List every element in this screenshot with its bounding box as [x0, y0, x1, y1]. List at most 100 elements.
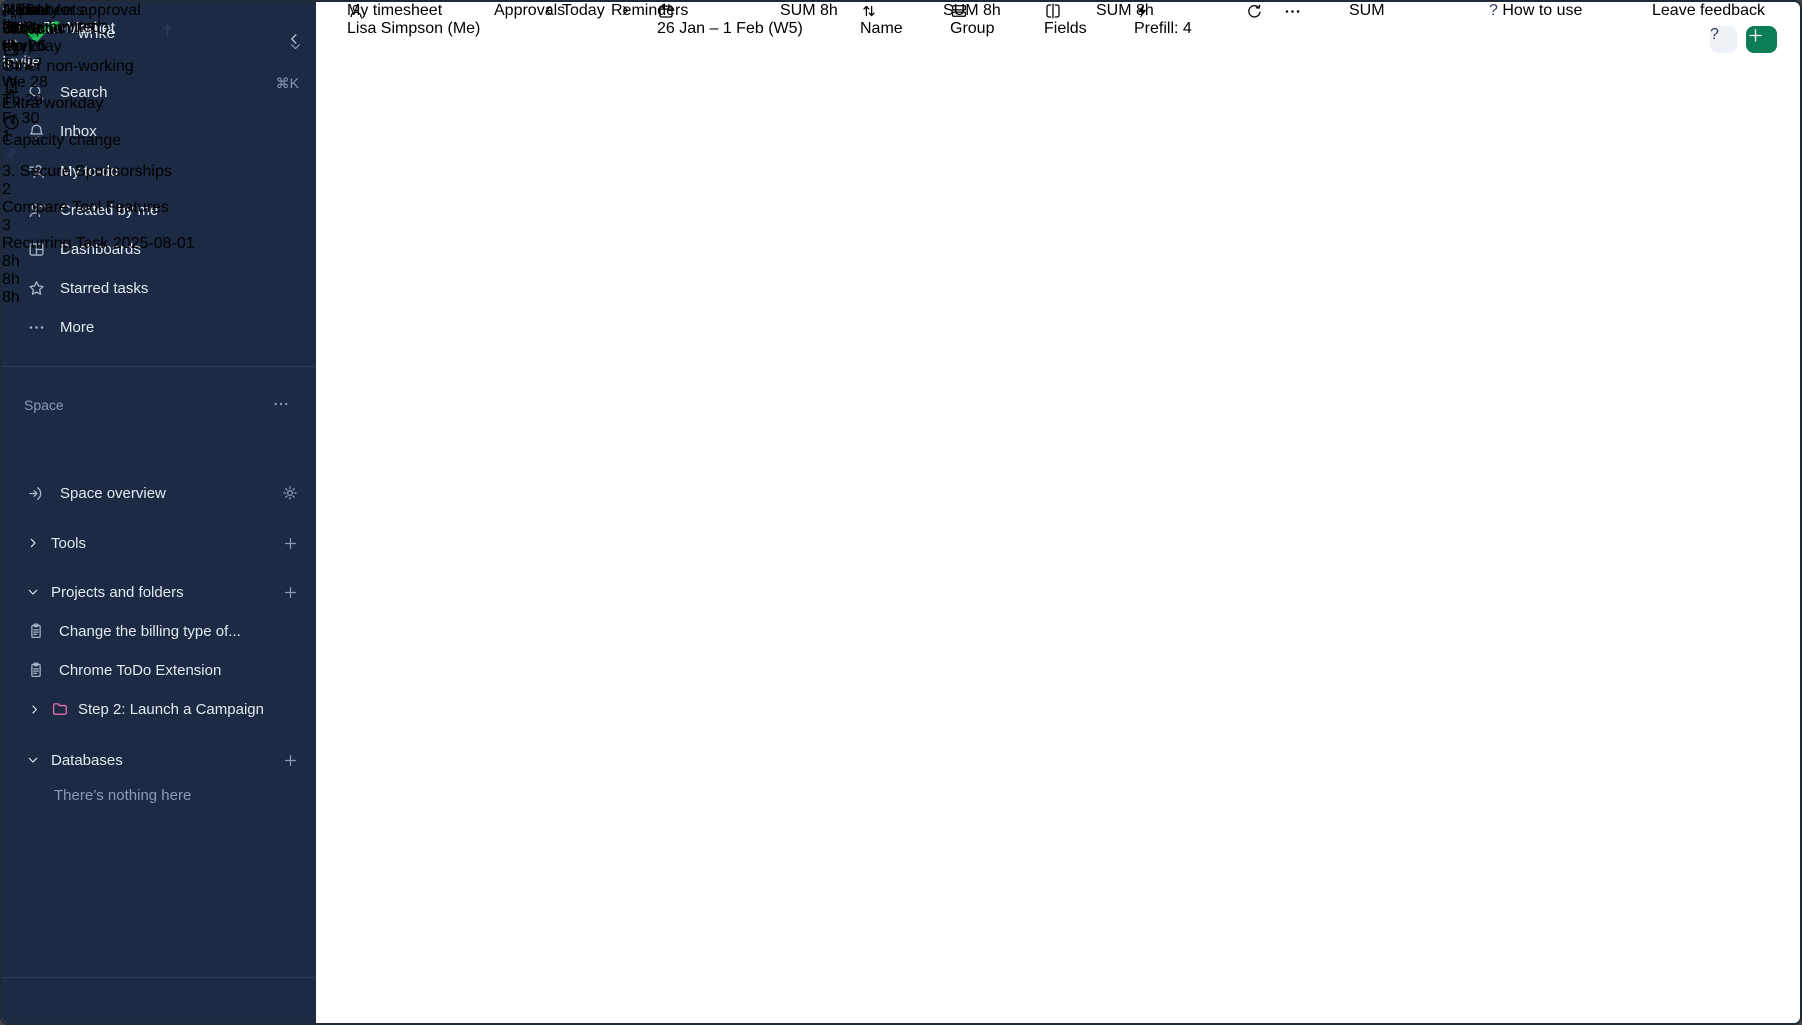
task-name-cell[interactable]: Compare Tool Features: [2, 199, 169, 216]
day-sum: SUM 8h: [780, 2, 929, 20]
project-label: Step 2: Launch a Campaign: [78, 700, 264, 718]
user-filter[interactable]: Lisa Simpson (Me): [347, 2, 480, 38]
type-select[interactable]: Extra workday: [2, 2, 62, 73]
how-to-use-link[interactable]: ? How to use: [1489, 2, 1582, 20]
task-icon: [27, 622, 45, 640]
menu-item-other-non-working[interactable]: Other non-working: [2, 39, 134, 76]
chevron-down-icon: [25, 584, 41, 600]
sidebar-item-label: Search: [60, 83, 108, 101]
sidebar-item-created-by-me[interactable]: Created by me: [2, 191, 316, 229]
space-section-label: Space: [24, 397, 64, 413]
add-icon[interactable]: [282, 584, 299, 601]
sort-label: Name: [860, 20, 903, 37]
task-icon: [27, 661, 45, 679]
sidebar-section-databases[interactable]: Databases: [2, 741, 316, 779]
column-header-day[interactable]: We 28: [2, 74, 48, 91]
menu-item-extra-workday-selected[interactable]: Extra workday: [2, 76, 134, 113]
step-number: 4: [2, 2, 11, 19]
project-item[interactable]: Change the billing type of...: [2, 612, 316, 650]
group-control[interactable]: Group: [950, 2, 994, 38]
sum-value: 8h: [983, 2, 1001, 19]
column-header-day[interactable]: Mo 26: [2, 38, 47, 55]
hours-cell[interactable]: 8h: [2, 271, 20, 288]
add-item-button[interactable]: Item: [2, 2, 33, 35]
invite-label: Invite: [2, 54, 41, 71]
sum-label: SUM: [943, 2, 979, 19]
project-item[interactable]: Step 2: Launch a Campaign: [2, 690, 316, 728]
add-icon[interactable]: [282, 752, 299, 769]
leave-feedback-label: Leave feedback: [1652, 2, 1765, 19]
building-icon: [2, 76, 134, 95]
sort-control[interactable]: Name: [860, 2, 903, 38]
type-dropdown-menu: Vacation / PTO Other non-working Extra w…: [2, 2, 134, 150]
wrike-logo[interactable]: wrike: [22, 20, 115, 48]
type-select-value: Extra workday: [2, 20, 62, 55]
date-range-picker[interactable]: 26 Jan – 1 Feb (W5): [657, 2, 803, 38]
chevron-right-icon: [27, 702, 42, 717]
sidebar-item-search[interactable]: Search ⌘K: [2, 73, 316, 111]
day-sum: SUM 8h: [1096, 2, 1247, 20]
sort-ascending-icon: [159, 20, 175, 36]
sidebar-item-starred-tasks[interactable]: Starred tasks: [2, 269, 316, 307]
gear-icon[interactable]: [281, 484, 299, 502]
refresh-icon[interactable]: [1245, 2, 1263, 20]
day-sum: SUM: [1349, 2, 1409, 20]
status-label: Not submitted: [2, 19, 101, 36]
sidebar-item-space-overview[interactable]: Space overview: [2, 474, 316, 512]
prev-week-icon[interactable]: [540, 2, 557, 19]
sidebar-section-projects[interactable]: Projects and folders: [2, 573, 316, 611]
column-header-day[interactable]: Th 29: [2, 92, 43, 109]
prefill-control[interactable]: Prefill: 4: [1134, 2, 1192, 38]
task-name-cell[interactable]: 3. Secure Sponsorships: [2, 163, 172, 180]
task-name-cell[interactable]: Recurring Task 2025-08-01: [2, 235, 195, 252]
menu-item-capacity-change[interactable]: Capacity change: [2, 113, 134, 150]
hours-cell[interactable]: 8h: [2, 289, 20, 306]
next-week-icon[interactable]: [617, 2, 634, 19]
help-button[interactable]: ?: [1710, 26, 1737, 53]
sum-label: SUM: [1096, 2, 1132, 19]
sidebar-divider: [2, 366, 316, 367]
project-item[interactable]: Chrome ToDo Extension: [2, 651, 316, 689]
add-item-label: Item: [2, 17, 34, 34]
sidebar: wrike Search ⌘K Inbox 5 My to-do Created…: [2, 2, 316, 1023]
tab-my-timesheet[interactable]: My timesheet: [347, 2, 443, 19]
more-options-icon[interactable]: [1283, 2, 1302, 21]
create-new-button[interactable]: [1746, 26, 1777, 53]
sidebar-section-tools[interactable]: Tools: [2, 524, 316, 562]
menu-item-label: Vacation / PTO: [2, 21, 110, 38]
sidebar-item-dashboards[interactable]: Dashboards: [2, 230, 316, 268]
section-label: Tools: [51, 534, 87, 552]
menu-item-label: Other non-working: [2, 58, 134, 75]
sidebar-item-my-todo[interactable]: My to-do: [2, 152, 316, 190]
tab-approvals[interactable]: Approvals: [494, 2, 566, 19]
submit-for-approval-button[interactable]: Submit for approval: [2, 2, 141, 38]
sidebar-divider: [2, 977, 316, 978]
sum-label: SUM: [1349, 2, 1385, 19]
row-number: 3: [2, 217, 11, 234]
search-shortcut: ⌘K: [275, 75, 299, 91]
invite-button[interactable]: Invite: [2, 38, 316, 72]
space-overview-icon: [27, 484, 46, 503]
leave-feedback-link[interactable]: Leave feedback: [1652, 2, 1765, 20]
fields-control[interactable]: Fields: [1044, 2, 1087, 38]
column-header-day-today[interactable]: Tu 27: [2, 56, 43, 73]
hours-cell[interactable]: 8h: [2, 253, 20, 270]
today-button[interactable]: Today: [562, 2, 605, 19]
menu-item-label: Extra workday: [2, 95, 104, 112]
space-menu-icon[interactable]: [272, 395, 290, 413]
chevron-down-icon: [25, 752, 41, 768]
brand-name: wrike: [78, 25, 116, 42]
project-label: Change the billing type of...: [59, 622, 241, 640]
sum-value: 8h: [820, 2, 838, 19]
column-header-pin[interactable]: Pin: [15, 2, 39, 19]
submit-label: Submit for approval: [2, 2, 141, 19]
sidebar-item-more[interactable]: More: [2, 308, 316, 346]
section-label: Projects and folders: [51, 583, 184, 601]
menu-item-vacation-pto[interactable]: Vacation / PTO: [2, 2, 134, 39]
menu-item-label: Capacity change: [2, 132, 122, 149]
column-header-name[interactable]: Name: [2, 20, 195, 38]
sum-label: SUM: [1799, 2, 1800, 19]
sidebar-item-inbox[interactable]: Inbox: [2, 112, 316, 150]
add-icon[interactable]: [282, 535, 299, 552]
